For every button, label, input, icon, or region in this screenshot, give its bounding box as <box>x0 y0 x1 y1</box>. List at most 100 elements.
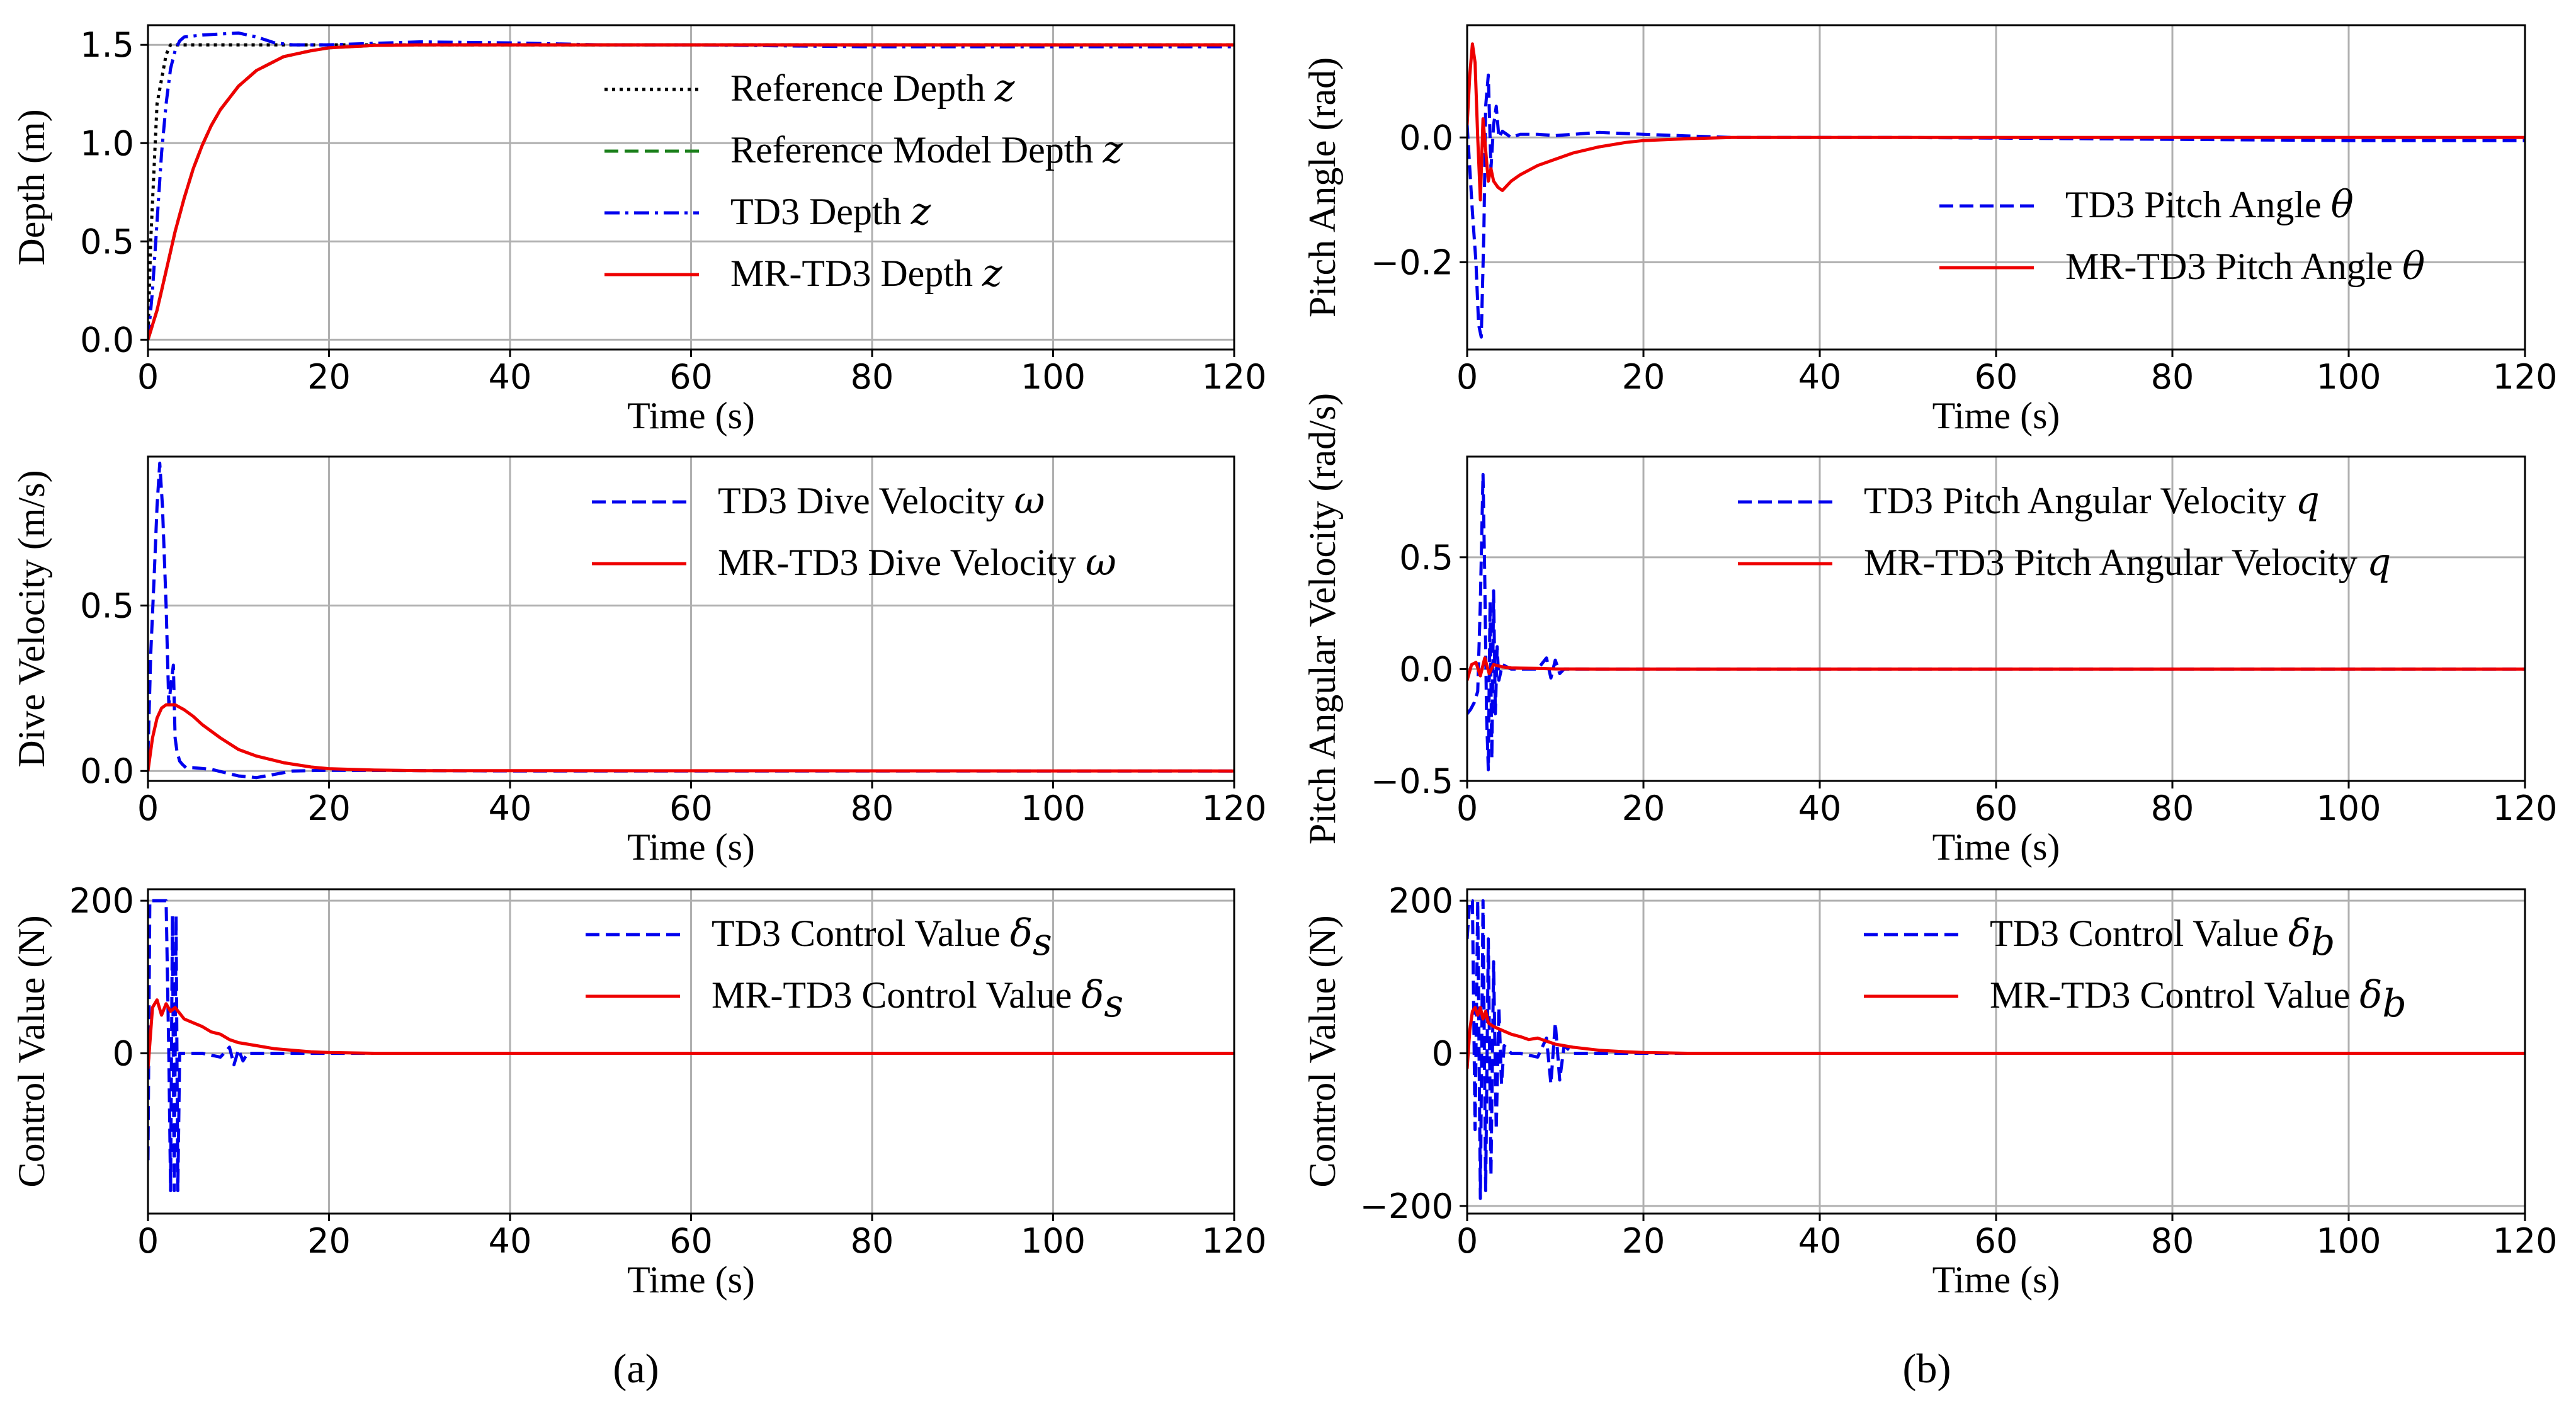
series-line-td3-control-value <box>148 899 1234 1193</box>
legend-symbol: z <box>994 66 1015 110</box>
x-tick-label: 20 <box>307 788 351 828</box>
legend-label: Reference Model Depth z <box>730 128 1123 172</box>
legend-label: TD3 Pitch Angular Velocity q <box>1864 479 2320 523</box>
y-tick-label: 1.0 <box>80 123 134 163</box>
x-tick-label: 60 <box>1975 788 2018 828</box>
x-tick-label: 80 <box>851 1221 894 1261</box>
y-tick-label: 0.5 <box>80 586 134 625</box>
legend-symbol: θ <box>2331 183 2354 227</box>
caption-b: (b) <box>1903 1346 1951 1392</box>
legend-symbol: δ <box>1081 973 1104 1017</box>
legend-subscript: b <box>2382 982 2406 1026</box>
x-tick-label: 80 <box>2151 788 2194 828</box>
series-line-mr-td3-control-value <box>148 998 1234 1069</box>
panel-b1: 0 20 40 60 80 100 120 −0.2 0.0 Time (s) Pitch Angl… <box>1302 24 2558 436</box>
y-axis-label: Control Value (N) <box>1302 915 1343 1187</box>
y-tick-label: 0.0 <box>80 751 134 791</box>
series-line-td3-dive-velocity <box>148 462 1234 780</box>
series-line-mr-td3-pitch-angular-velocity <box>1467 656 2525 681</box>
x-tick-label: 100 <box>2316 1221 2381 1261</box>
x-tick-label: 120 <box>1201 1221 1266 1261</box>
legend-label: MR-TD3 Dive Velocity ω <box>718 540 1116 584</box>
y-tick-label: 200 <box>1388 881 1453 921</box>
series-line-td3-depth <box>148 31 1234 340</box>
x-tick-label: 60 <box>669 1221 713 1261</box>
series-line-mr-td3-depth <box>148 43 1234 341</box>
legend-symbol: ω <box>1014 479 1045 523</box>
x-tick-label: 0 <box>1456 788 1478 828</box>
legend: TD3 Dive Velocity ω MR-TD3 Dive Velocity … <box>592 479 1116 584</box>
x-axis-label: Time (s) <box>627 395 755 436</box>
series-line-mr-td3-pitch-angle <box>1467 42 2525 202</box>
x-axis-label: Time (s) <box>627 826 755 868</box>
panel-a2: 0 20 40 60 80 100 120 0.0 0.5 Time (s) Dive Veloci… <box>11 455 1267 868</box>
x-tick-label: 120 <box>1201 788 1266 828</box>
x-tick-label: 20 <box>1622 1221 1665 1261</box>
x-tick-label: 120 <box>2492 1221 2557 1261</box>
legend-label: MR-TD3 Depth z <box>730 251 1002 295</box>
legend-symbol: δ <box>2359 973 2382 1017</box>
x-axis-label: Time (s) <box>1932 826 2060 868</box>
legend: Reference Depth z Reference Model Depth z… <box>604 66 1123 295</box>
x-tick-label: 0 <box>137 1221 159 1261</box>
legend-symbol: z <box>1102 128 1123 172</box>
y-axis-label: Dive Velocity (m/s) <box>11 470 52 767</box>
series-line-mr-td3-control-value <box>1467 1006 2525 1069</box>
x-tick-label: 20 <box>1622 788 1665 828</box>
legend-symbol: q <box>2367 540 2391 584</box>
y-tick-label: −0.5 <box>1371 761 1453 801</box>
x-tick-label: 100 <box>1021 788 1086 828</box>
y-tick-label: −200 <box>1360 1187 1453 1226</box>
legend-label: TD3 Depth z <box>730 190 931 234</box>
x-tick-label: 60 <box>1975 357 2018 397</box>
caption-a: (a) <box>613 1346 659 1392</box>
x-tick-label: 100 <box>2316 788 2381 828</box>
x-tick-label: 40 <box>1798 1221 1842 1261</box>
x-tick-label: 100 <box>1021 1221 1086 1261</box>
series-line-td3-control-value <box>1467 899 2525 1200</box>
legend-subscript: s <box>1104 982 1123 1026</box>
x-tick-label: 20 <box>307 1221 351 1261</box>
x-axis-label: Time (s) <box>627 1259 755 1300</box>
legend-subscript: b <box>2311 920 2335 964</box>
legend-subscript: s <box>1033 920 1052 964</box>
x-tick-label: 80 <box>851 357 894 397</box>
y-axis-label: Pitch Angle (rad) <box>1302 57 1343 317</box>
legend-symbol: z <box>911 190 931 234</box>
x-tick-label: 80 <box>2151 357 2194 397</box>
y-axis-label: Depth (m) <box>11 109 52 265</box>
x-tick-label: 40 <box>489 788 532 828</box>
legend: TD3 Pitch Angle θ MR-TD3 Pitch Angle θ <box>1939 183 2425 288</box>
x-tick-label: 120 <box>2492 357 2557 397</box>
legend-symbol: δ <box>2288 911 2311 955</box>
x-tick-label: 0 <box>1456 357 1478 397</box>
series-line-mr-td3-dive-velocity <box>148 703 1234 773</box>
legend-symbol: q <box>2296 479 2320 523</box>
legend-symbol: ω <box>1086 540 1116 584</box>
legend-label: TD3 Pitch Angle θ <box>2065 183 2354 227</box>
legend-symbol: θ <box>2402 244 2425 288</box>
x-tick-label: 100 <box>1021 357 1086 397</box>
y-tick-label: 0.0 <box>1399 649 1453 689</box>
legend-symbol: δ <box>1010 911 1033 955</box>
panel-b2: 0 20 40 60 80 100 120 −0.5 0.0 0.5 Time (s) Pitch A… <box>1302 393 2558 868</box>
x-tick-label: 40 <box>489 1221 532 1261</box>
x-tick-label: 0 <box>1456 1221 1478 1261</box>
y-tick-label: 0.5 <box>80 222 134 261</box>
y-tick-label: 0.5 <box>1399 538 1453 578</box>
x-tick-label: 80 <box>851 788 894 828</box>
legend-label: MR-TD3 Pitch Angle θ <box>2065 244 2425 288</box>
legend-label: TD3 Dive Velocity ω <box>718 479 1045 523</box>
x-tick-label: 60 <box>1975 1221 2018 1261</box>
x-tick-label: 120 <box>1201 357 1266 397</box>
y-tick-label: 0.0 <box>80 320 134 360</box>
x-tick-label: 80 <box>2151 1221 2194 1261</box>
y-tick-label: 0.0 <box>1399 118 1453 157</box>
x-axis-label: Time (s) <box>1932 1259 2060 1300</box>
legend-symbol: z <box>982 251 1002 295</box>
y-axis-label: Control Value (N) <box>11 915 52 1187</box>
y-tick-label: 0 <box>1432 1034 1453 1074</box>
series-line-td3-pitch-angular-velocity <box>1467 472 2525 771</box>
